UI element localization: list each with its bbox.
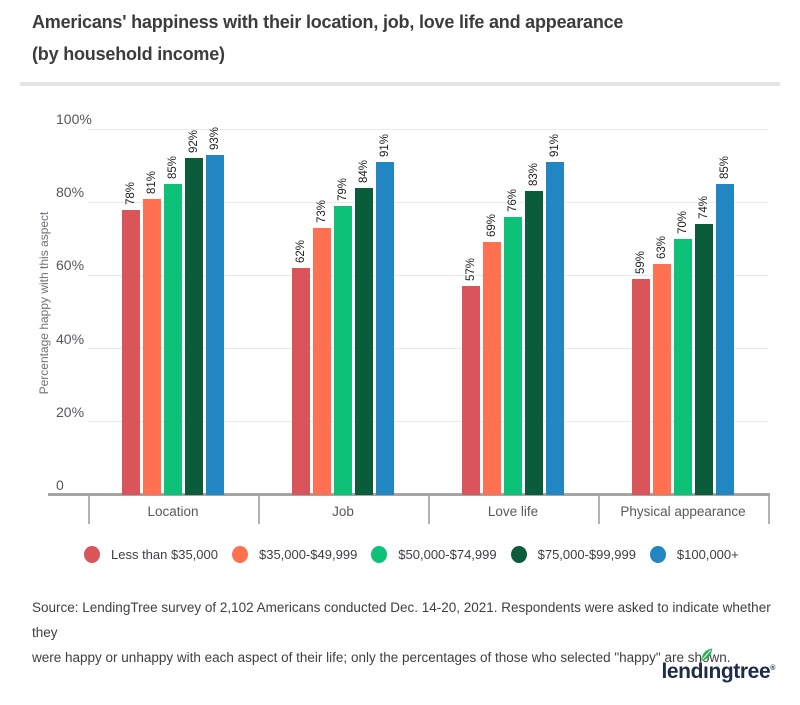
bar-value-label: 63% (656, 236, 668, 260)
bar: 62% (292, 240, 310, 495)
category-tick (768, 496, 770, 524)
bar-value-label: 62% (295, 240, 307, 264)
bar-group-location: 78% 81% 85% 92% 93% (122, 127, 224, 495)
bar: 81% (143, 171, 161, 495)
category-tick (428, 496, 430, 524)
gridline-20 (88, 421, 768, 423)
bar-value-label: 92% (188, 130, 200, 154)
legend-marker (371, 545, 388, 563)
source-line-2: were happy or unhappy with each aspect o… (32, 650, 731, 665)
bar: 91% (376, 134, 394, 495)
legend-item: $35,000-$49,999 (231, 545, 358, 563)
bar-value-label: 85% (167, 155, 179, 179)
y-tick-label-0: 0 (56, 477, 64, 493)
bar-value-label: 85% (719, 155, 731, 179)
category-label: Location (147, 504, 199, 519)
bar: 69% (483, 214, 501, 495)
bar: 74% (695, 196, 713, 495)
bar-value-label: 59% (635, 251, 647, 275)
legend-item: $100,000+ (649, 545, 739, 563)
bar-value-label: 81% (146, 170, 158, 194)
bar: 91% (546, 134, 564, 495)
chart: Percentage happy with this aspect 100% 80… (0, 100, 800, 530)
bar: 73% (313, 200, 331, 495)
lendingtree-logo: lend ıngtree® (661, 648, 775, 684)
y-axis-title: Percentage happy with this aspect (37, 211, 51, 395)
bar-value-label: 84% (358, 159, 370, 183)
logo-text-right: ngtree (708, 660, 771, 683)
bar: 85% (716, 156, 734, 495)
category-tick (598, 496, 600, 524)
x-axis-line (48, 493, 770, 496)
bar-value-label: 69% (486, 214, 498, 238)
bar-value-label: 83% (528, 163, 540, 187)
leaf-icon (701, 648, 713, 661)
bar-value-label: 91% (549, 133, 561, 157)
bar-value-label: 73% (316, 199, 328, 223)
legend-marker (510, 545, 527, 563)
source-note: Source: LendingTree survey of 2,102 Amer… (32, 595, 777, 670)
bar: 78% (122, 182, 140, 495)
logo-text-left: lend (661, 660, 704, 683)
bar-group-job: 62% 73% 79% 84% 91% (292, 134, 394, 495)
bar-group-physical-appearance: 59% 63% 70% 74% 85% (632, 156, 734, 495)
bar-value-label: 76% (507, 188, 519, 212)
y-tick-label-20: 20% (56, 403, 85, 420)
legend-label: $35,000-$49,999 (258, 546, 358, 562)
bar: 79% (334, 178, 352, 495)
category-tick (258, 496, 260, 524)
gridline-80 (88, 201, 768, 203)
gridline-60 (88, 274, 768, 276)
category-tick (88, 496, 90, 524)
legend-marker (649, 545, 666, 563)
bar-group-love-life: 57% 69% 76% 83% 91% (462, 134, 564, 495)
category-label: Love life (487, 504, 539, 519)
bar: 93% (206, 127, 224, 495)
header-divider (20, 82, 780, 86)
bar-value-label: 91% (379, 133, 391, 157)
y-tick-label-80: 80% (56, 184, 85, 201)
y-tick-label-40: 40% (56, 330, 85, 347)
bar: 63% (653, 236, 671, 495)
legend-label: $50,000-$74,999 (398, 546, 497, 562)
y-tick-label-60: 60% (56, 257, 85, 274)
category-label: Job (332, 504, 354, 519)
bar-value-label: 74% (698, 196, 710, 220)
bar-value-label: 93% (209, 126, 221, 150)
bar: 57% (462, 258, 480, 495)
chart-subtitle: (by household income) (32, 44, 225, 64)
legend-item: Less than $35,000 (84, 545, 218, 563)
logo-letter-i: ı (701, 648, 713, 684)
y-tick-label-100: 100% (56, 111, 92, 127)
legend-item: $50,000-$74,999 (371, 545, 497, 563)
bar: 92% (185, 130, 203, 495)
legend-item: $75,000-$99,999 (510, 545, 636, 563)
legend-label: $100,000+ (676, 546, 739, 562)
logo-registered-mark: ® (770, 665, 775, 672)
bar: 59% (632, 251, 650, 495)
bar: 83% (525, 163, 543, 495)
legend-marker (84, 545, 100, 563)
category-label: Physical appearance (620, 504, 746, 519)
legend: Less than $35,000 $35,000-$49,999 $50,000-… (84, 544, 739, 564)
bar-value-label: 70% (677, 210, 689, 234)
bar: 84% (355, 160, 373, 495)
bar-value-label: 78% (125, 181, 137, 205)
gridline-40 (88, 348, 768, 350)
chart-title: Americans' happiness with their location… (32, 12, 624, 32)
source-line-1: Source: LendingTree survey of 2,102 Amer… (32, 600, 771, 640)
legend-label: $75,000-$99,999 (537, 546, 636, 562)
bar-value-label: 57% (465, 258, 477, 282)
legend-label: Less than $35,000 (111, 546, 218, 562)
legend-marker (231, 545, 248, 563)
gridline-100 (88, 128, 768, 130)
bar: 76% (504, 189, 522, 495)
bar: 85% (164, 156, 182, 495)
bar-value-label: 79% (337, 177, 349, 201)
bar: 70% (674, 211, 692, 495)
